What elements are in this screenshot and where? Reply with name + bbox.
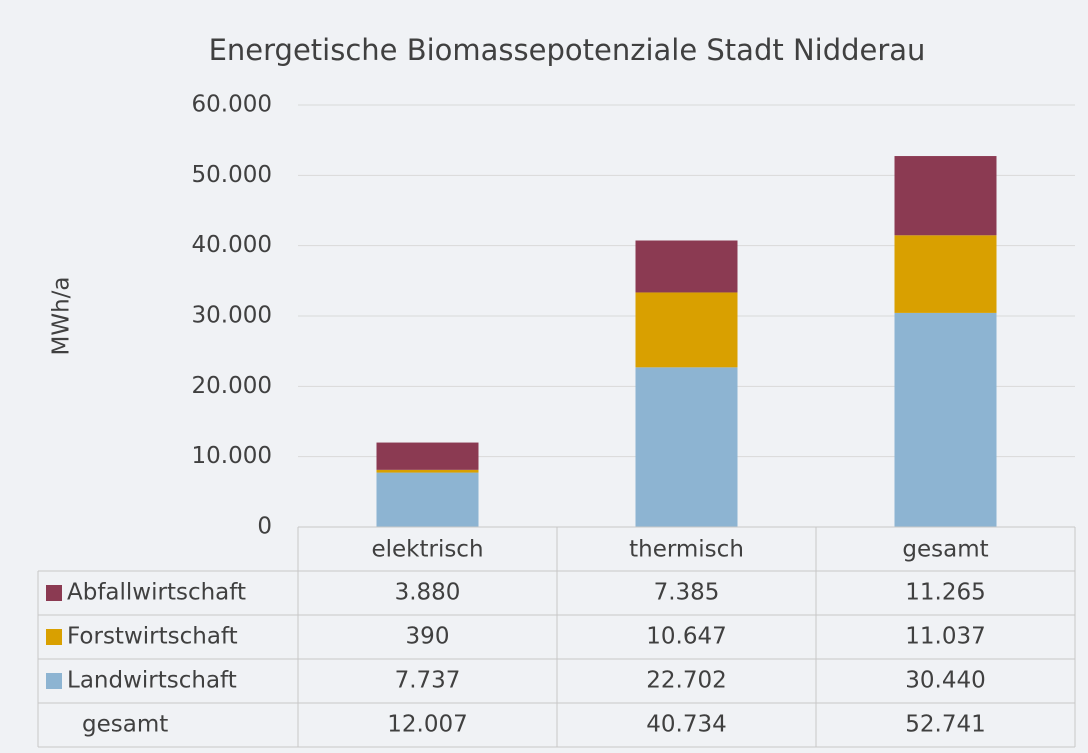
y-tick-label: 60.000 xyxy=(192,92,272,118)
bar-segment xyxy=(635,367,738,527)
y-tick-label: 40.000 xyxy=(192,232,272,258)
bar-segment xyxy=(635,292,738,368)
x-tick-label: thermisch xyxy=(629,537,744,563)
bar-segment xyxy=(376,442,479,470)
bar-segment xyxy=(894,235,997,313)
y-tick-label: 50.000 xyxy=(192,162,272,188)
chart-title: Energetische Biomassepotenziale Stadt Ni… xyxy=(209,33,926,67)
table-cell: 390 xyxy=(406,624,450,650)
table-row-label: gesamt xyxy=(82,712,168,738)
table-cell: 40.734 xyxy=(646,712,726,738)
bar-segment xyxy=(376,472,479,527)
bar-segment xyxy=(376,469,479,473)
x-tick-label: elektrisch xyxy=(371,537,483,563)
x-tick-label: gesamt xyxy=(902,537,988,563)
bar-segment xyxy=(894,156,997,236)
legend-swatch xyxy=(46,673,62,689)
table-cell: 7.737 xyxy=(395,668,461,694)
y-tick-label: 20.000 xyxy=(192,373,272,399)
table-cell: 3.880 xyxy=(395,580,461,606)
table-cell: 52.741 xyxy=(905,712,985,738)
table-cell: 12.007 xyxy=(387,712,467,738)
table-cell: 11.265 xyxy=(905,580,985,606)
y-tick-label: 30.000 xyxy=(192,303,272,329)
y-tick-label: 0 xyxy=(257,514,272,540)
y-axis-label: MWh/a xyxy=(49,276,75,355)
legend-label: Abfallwirtschaft xyxy=(67,580,246,606)
legend-label: Forstwirtschaft xyxy=(67,624,238,650)
table-cell: 11.037 xyxy=(905,624,985,650)
bar-segment xyxy=(894,312,997,527)
legend-swatch xyxy=(46,629,62,645)
y-tick-label: 10.000 xyxy=(192,443,272,469)
legend-label: Landwirtschaft xyxy=(67,668,237,694)
table-cell: 30.440 xyxy=(905,668,985,694)
table-cell: 7.385 xyxy=(654,580,720,606)
table-cell: 10.647 xyxy=(646,624,726,650)
bar-segment xyxy=(635,240,738,293)
table-cell: 22.702 xyxy=(646,668,726,694)
legend-swatch xyxy=(46,585,62,601)
